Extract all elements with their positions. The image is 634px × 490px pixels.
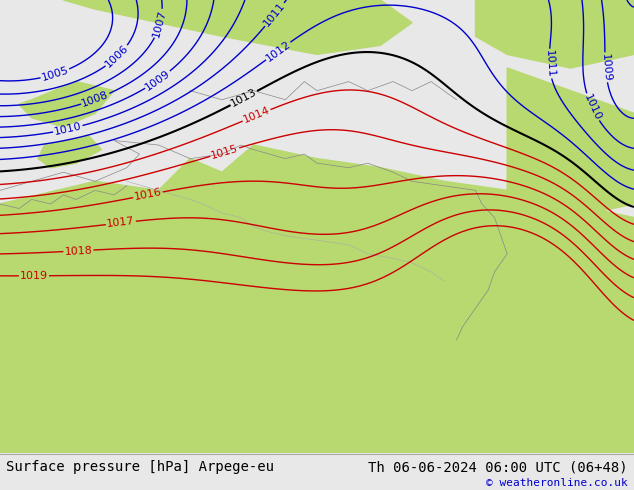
Text: 1008: 1008 (81, 90, 110, 109)
Text: 1009: 1009 (143, 68, 172, 92)
Text: 1007: 1007 (152, 9, 169, 39)
Polygon shape (476, 0, 634, 68)
Text: 1009: 1009 (599, 53, 612, 82)
Polygon shape (38, 136, 101, 168)
Text: 1011: 1011 (543, 49, 555, 78)
Polygon shape (19, 81, 114, 127)
Text: 1019: 1019 (20, 271, 48, 281)
Text: © weatheronline.co.uk: © weatheronline.co.uk (486, 478, 628, 488)
Text: 1016: 1016 (133, 187, 163, 202)
Text: 1017: 1017 (107, 217, 136, 229)
Polygon shape (63, 0, 412, 54)
Text: 1013: 1013 (229, 87, 259, 109)
Text: Surface pressure [hPa] Arpege-eu: Surface pressure [hPa] Arpege-eu (6, 460, 275, 474)
Text: 1010: 1010 (581, 93, 602, 122)
Text: 1010: 1010 (53, 121, 82, 137)
Text: 1011: 1011 (262, 0, 287, 28)
Text: 1012: 1012 (264, 39, 292, 63)
Text: 1005: 1005 (41, 65, 70, 83)
Text: 1015: 1015 (210, 144, 240, 161)
Text: 1018: 1018 (64, 245, 93, 257)
Polygon shape (0, 145, 634, 453)
Text: Th 06-06-2024 06:00 UTC (06+48): Th 06-06-2024 06:00 UTC (06+48) (368, 460, 628, 474)
Polygon shape (507, 68, 634, 218)
Text: 1006: 1006 (104, 43, 131, 70)
Text: 1014: 1014 (242, 105, 271, 125)
